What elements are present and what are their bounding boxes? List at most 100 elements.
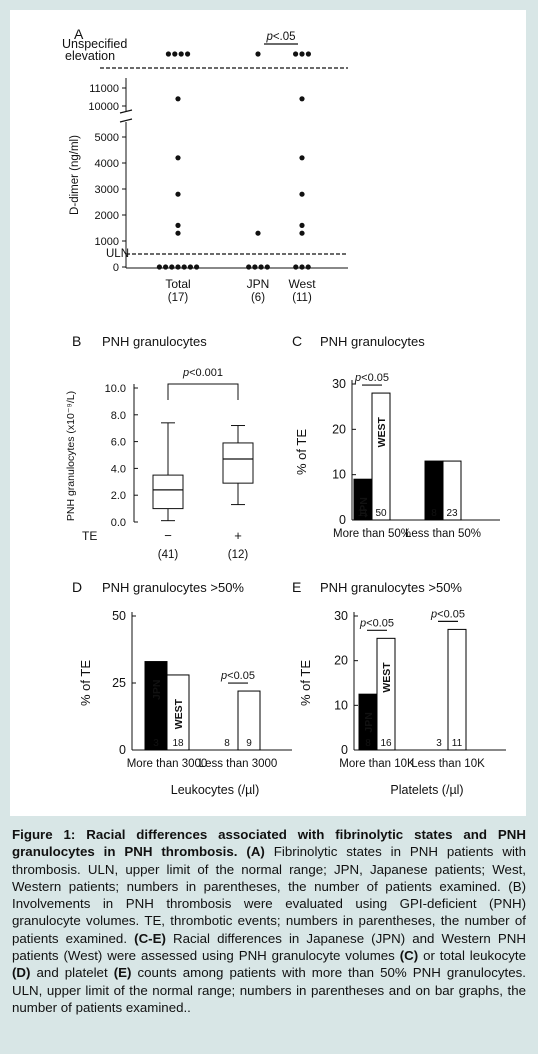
panel-d-bar-n-label: 3 xyxy=(153,738,159,749)
panel-b-significance-bracket xyxy=(167,383,239,400)
panel-e-bar-n-label: 8 xyxy=(365,738,371,749)
panel-c-y-axis-title: % of TE xyxy=(294,429,309,475)
panel-c-bar-n-label: 8 xyxy=(431,508,437,519)
panel-a-data-point xyxy=(163,264,169,270)
panel-e-y-axis-title: % of TE xyxy=(298,660,313,706)
panel-a-axis-break xyxy=(119,109,133,123)
panel-d-significance-label: p<0.05 xyxy=(220,670,255,682)
panel-a-data-point xyxy=(187,264,193,270)
panel-a-data-point xyxy=(175,222,181,228)
panel-a-data-point xyxy=(246,264,252,270)
panel-b-y-tick-label: 8.0 xyxy=(111,410,126,422)
caption-a-label: (A) xyxy=(246,844,265,860)
panel-d-x-axis-title: Leukocytes (/µl) xyxy=(171,783,259,797)
panel-a-data-point xyxy=(175,191,181,197)
panel-b-box xyxy=(152,474,184,510)
panel-b-title: PNH granulocytes xyxy=(102,334,207,349)
panel-a-group-n: (11) xyxy=(292,292,312,304)
panel-d-y-tick-label: 25 xyxy=(112,676,126,690)
panel-d-bar-west xyxy=(237,690,261,751)
panel-b-y-axis-title: PNH granulocytes (x10⁻⁹/L) xyxy=(65,391,77,521)
panel-e-bar-series-label: WEST xyxy=(381,662,393,693)
panel-a-data-point xyxy=(264,264,270,270)
figure-panel: A 10000 11000 0 1000 2000 3000 4000 5000 Unspecif… xyxy=(10,10,526,816)
panel-e-x-axis-title: Platelets (/µl) xyxy=(390,783,463,797)
panel-b-y-tick-label: 2.0 xyxy=(111,490,126,502)
panel-a-data-point xyxy=(258,264,264,270)
panel-c-bar-series-label: WEST xyxy=(376,416,388,447)
panel-d-y-tick-label: 50 xyxy=(112,609,126,623)
caption-ce-text-1: Racial differences in Japanese (JPN) and… xyxy=(12,930,526,964)
panel-a-y-tick-label: 10000 xyxy=(88,101,119,113)
panel-e-significance-label: p<0.05 xyxy=(430,608,465,620)
panel-b-te-category: + xyxy=(234,528,242,543)
panel-e-bar-west xyxy=(376,637,396,751)
panel-a-group-label: West xyxy=(288,277,316,291)
panel-a-data-point xyxy=(175,264,181,270)
panel-a-y-axis-title: D-dimer (ng/ml) xyxy=(69,135,81,215)
figure-caption: Figure 1: Racial differences associated … xyxy=(12,826,526,1016)
figure-chart: A1000011000010002000300040005000Unspecif… xyxy=(62,26,506,797)
caption-e-label: (E) xyxy=(113,965,132,981)
panel-c-bar-series-label: JPN xyxy=(358,497,370,517)
panel-a-data-point xyxy=(305,264,311,270)
panel-a-uln-label: ULN xyxy=(106,248,129,260)
panel-c-significance-label: p<0.05 xyxy=(354,372,389,384)
panel-a-data-point xyxy=(175,230,181,236)
panel-e-title: PNH granulocytes >50% xyxy=(320,580,462,595)
panel-b-te-axis-label: TE xyxy=(82,529,97,543)
panel-a-y-tick-label: 2000 xyxy=(95,210,119,222)
caption-a-text: Fibrinolytic states in PNH patients with… xyxy=(12,844,526,894)
panel-e-bar-n-label: 11 xyxy=(452,738,463,749)
panel-a-data-point xyxy=(252,264,258,270)
panel-a-data-point xyxy=(175,96,181,102)
panel-d-bar-series-label: WEST xyxy=(173,698,185,729)
panel-b-box xyxy=(222,442,254,484)
panel-d-title: PNH granulocytes >50% xyxy=(102,580,244,595)
panel-b-y-tick-label: 0.0 xyxy=(111,517,126,529)
panel-a-y-tick-label: 4000 xyxy=(95,158,119,170)
panel-a-data-point xyxy=(175,155,181,161)
panel-c-bar-west xyxy=(371,392,391,521)
panel-c-letter: C xyxy=(292,333,302,349)
panel-a-data-point xyxy=(299,222,305,228)
panel-a-unspecified-point xyxy=(165,51,171,57)
caption-ce-text-4: counts among patients with more than 50%… xyxy=(12,965,526,1015)
panel-a-data-point xyxy=(181,264,187,270)
panel-d-bar-series-label: JPN xyxy=(151,680,163,700)
panel-a-y-tick-label: 0 xyxy=(113,262,119,274)
caption-d-label: (D) xyxy=(12,965,31,981)
panel-a-unspecified-point xyxy=(255,51,261,57)
panel-a-unspecified-point xyxy=(185,51,191,57)
panel-c-category-label: More than 50% xyxy=(333,528,411,540)
panel-a-data-point xyxy=(299,264,305,270)
panel-a-data-point xyxy=(169,264,175,270)
panel-c-bar-n-label: 11 xyxy=(358,508,369,519)
panel-a-group-label: JPN xyxy=(247,277,270,291)
panel-a-group-label: Total xyxy=(165,277,190,291)
panel-c-y-tick-label: 30 xyxy=(332,377,346,391)
panel-a-data-point xyxy=(293,264,299,270)
panel-a-unspecified-point xyxy=(178,51,184,57)
panel-c-bar-n-label: 50 xyxy=(375,508,387,519)
panel-d-bar-jpn xyxy=(144,661,168,751)
caption-ce-label: (C-E) xyxy=(134,930,166,946)
panel-a-data-point xyxy=(299,230,305,236)
panel-e-bar-west xyxy=(447,628,467,751)
caption-c-label: (C) xyxy=(399,948,419,964)
panel-b-y-tick-label: 10.0 xyxy=(105,383,126,395)
panel-a-data-point xyxy=(299,155,305,161)
panel-a-y-tick-label: 1000 xyxy=(95,236,119,248)
caption-ce-text-2: or total leukocyte xyxy=(423,948,526,964)
panel-a-unspecified-point xyxy=(299,51,305,57)
panel-a-unspecified-point xyxy=(293,51,299,57)
panel-c-y-tick-label: 20 xyxy=(332,422,346,436)
panel-e-bar-n-label: 3 xyxy=(436,738,442,749)
panel-a-data-point xyxy=(194,264,200,270)
panel-e-significance-label: p<0.05 xyxy=(359,617,394,629)
panel-a-significance-label: p<.05 xyxy=(265,31,295,43)
panel-d-letter: D xyxy=(72,579,82,595)
panel-d-y-axis-title: % of TE xyxy=(78,660,93,706)
caption-ce-text-3: and platelet xyxy=(36,965,108,981)
panel-e-letter: E xyxy=(292,579,301,595)
